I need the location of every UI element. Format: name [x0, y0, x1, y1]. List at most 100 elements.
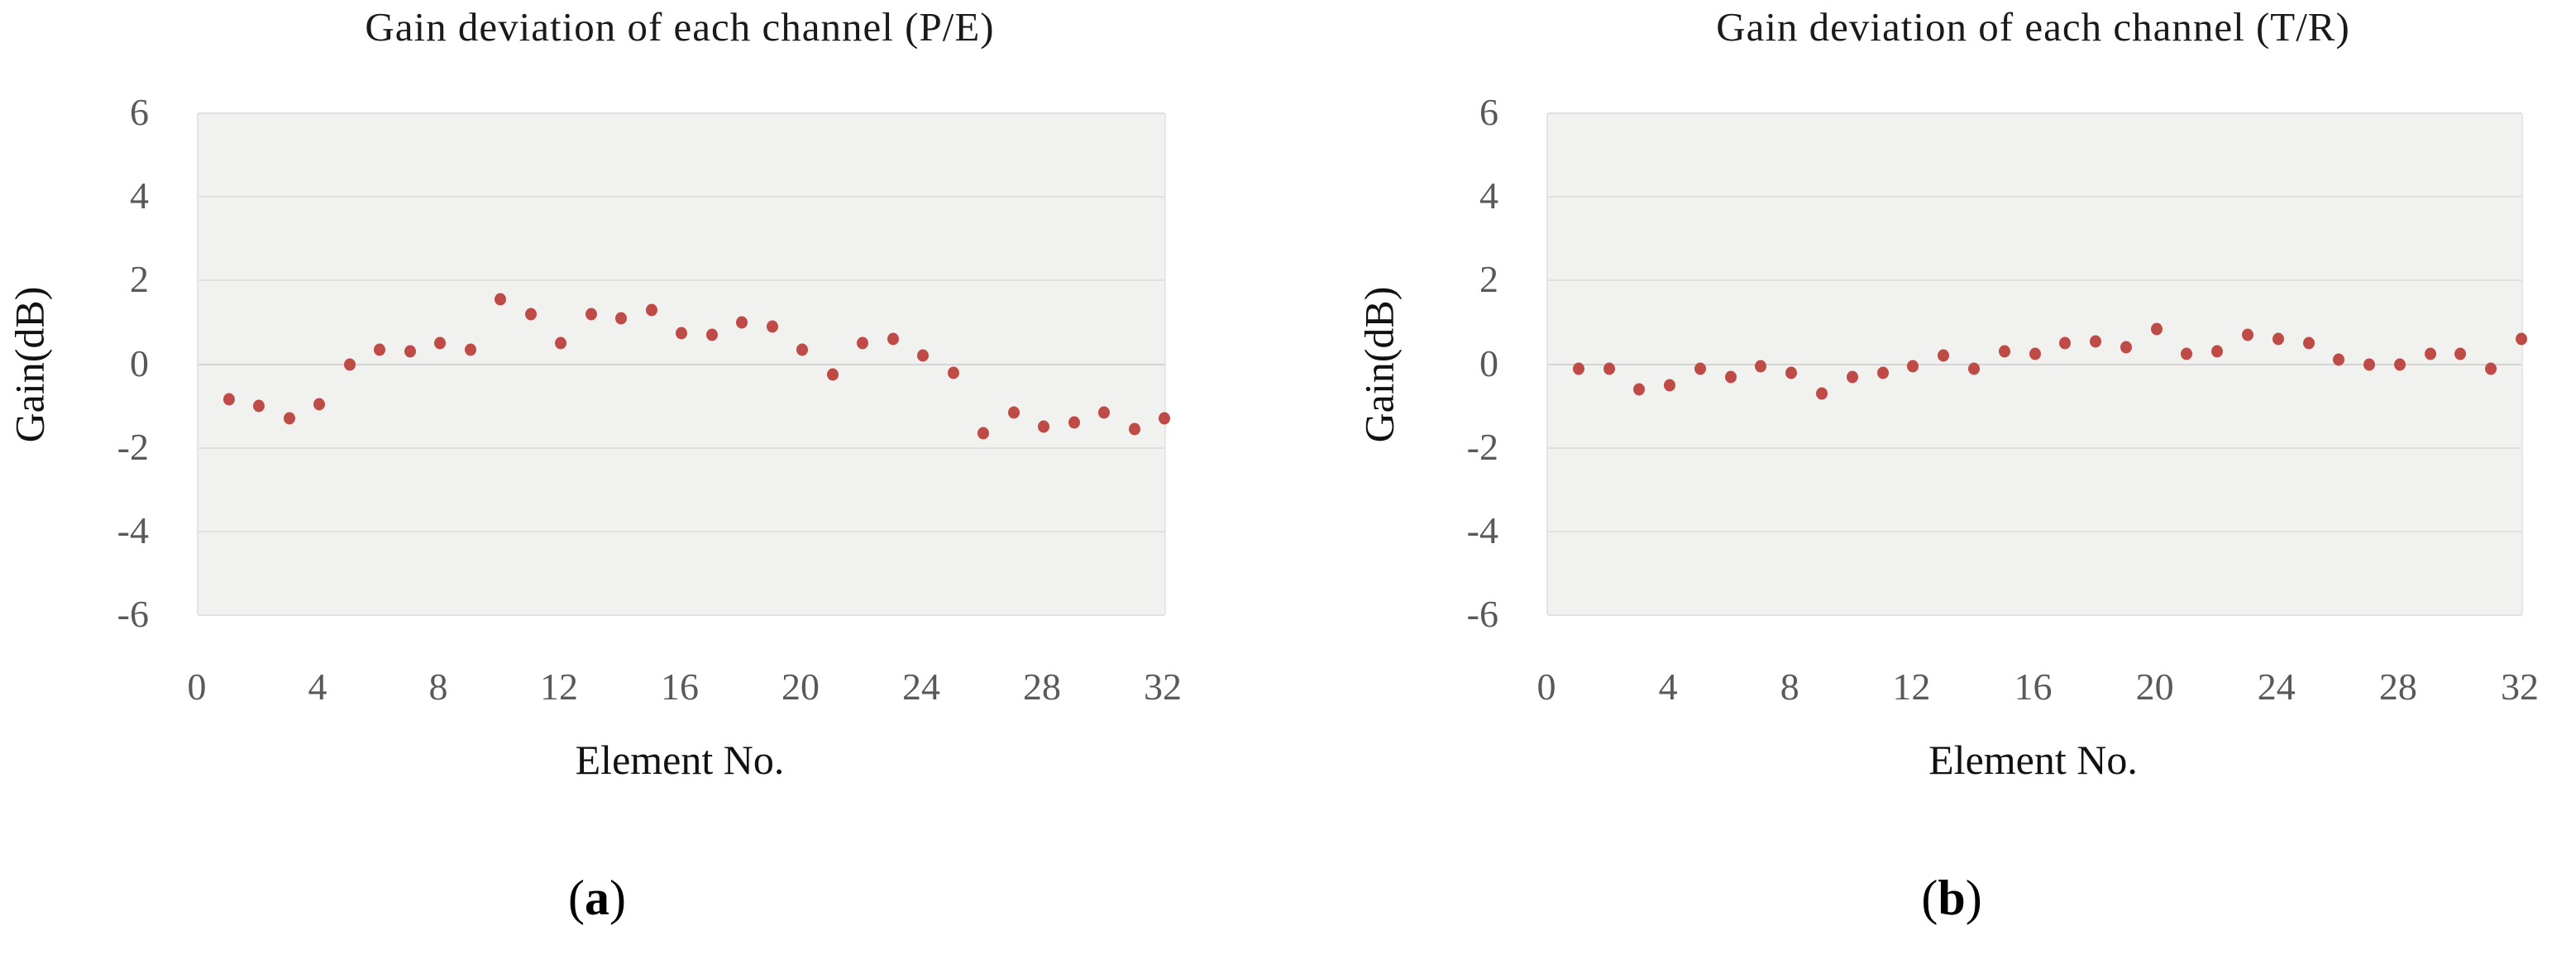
gridline [198, 196, 1164, 198]
y-axis-title-box-pe: Gain(dB) [0, 113, 58, 615]
data-point [2150, 322, 2163, 335]
x-tick-label: 16 [661, 666, 699, 708]
data-point [524, 308, 537, 321]
data-point [676, 327, 687, 340]
gridline [198, 279, 1164, 282]
data-point [555, 336, 566, 350]
x-tick-label: 0 [1537, 666, 1556, 708]
data-point [917, 349, 929, 362]
x-axis-title-tr: Element No. [1928, 737, 2138, 783]
data-point [1967, 362, 1980, 375]
y-tick-label: -4 [1466, 508, 1498, 551]
data-point [947, 366, 959, 379]
data-point [2211, 345, 2224, 358]
data-point [796, 343, 808, 356]
gridline [1548, 446, 2521, 449]
y-axis-title: Gain(dB) [6, 286, 52, 442]
gridline [1548, 614, 2521, 616]
data-point [2516, 332, 2527, 346]
caption-close-paren: ) [1965, 871, 1982, 925]
x-tick-label: 20 [781, 666, 820, 708]
data-point [2181, 347, 2193, 360]
data-point [1724, 370, 1737, 384]
y-tick-label: 6 [1479, 91, 1498, 134]
data-point [1098, 406, 1110, 419]
y-tick-label: 2 [130, 258, 149, 301]
y-tick-label: -6 [117, 593, 149, 636]
data-point [2120, 341, 2132, 354]
x-tick-label: 12 [1892, 666, 1931, 708]
plot-area-pe [197, 112, 1170, 616]
data-point [1755, 360, 1767, 373]
data-point [1846, 370, 1858, 384]
x-tick-labels-pe: 0 4 8 12 16 20 24 28 32 [188, 666, 1183, 714]
data-point [2090, 335, 2102, 348]
y-tick-label: -6 [1466, 593, 1498, 636]
data-point [374, 343, 385, 356]
panel-caption-a: (a) [266, 870, 928, 944]
y-axis-title-box-tr: Gain(dB) [1350, 113, 1407, 615]
data-point [313, 398, 325, 411]
data-point [977, 427, 989, 440]
data-point [464, 343, 476, 356]
x-tick-labels-tr: 0 4 8 12 16 20 24 28 32 [1537, 666, 2540, 714]
data-point [1816, 387, 1828, 400]
y-axis-title: Gain(dB) [1355, 286, 1402, 442]
data-point [1159, 412, 1170, 425]
x-tick-label: 0 [187, 666, 207, 708]
gridline [1548, 530, 2521, 532]
x-tick-label: 24 [902, 666, 940, 708]
gridline [198, 530, 1164, 532]
data-point [2059, 336, 2072, 350]
data-point [404, 345, 416, 358]
data-point [2424, 347, 2436, 360]
x-tick-label: 20 [2135, 666, 2174, 708]
data-point [222, 393, 235, 406]
data-point [283, 412, 295, 425]
x-tick-label: 28 [2378, 666, 2417, 708]
data-point [2029, 347, 2041, 360]
y-tick-label: -2 [117, 425, 149, 468]
caption-open-paren: ( [1921, 871, 1938, 925]
data-point [585, 308, 597, 321]
gridline [1548, 112, 2521, 114]
caption-letter: a [585, 871, 609, 925]
x-tick-label: 32 [2501, 666, 2539, 708]
plot-area-tr [1546, 112, 2527, 616]
data-point [495, 293, 506, 306]
gridline [1548, 279, 2521, 282]
x-tick-label: 12 [540, 666, 578, 708]
data-point [1633, 383, 1646, 396]
data-point [2485, 362, 2497, 375]
data-point [2363, 358, 2376, 370]
data-point [343, 358, 356, 370]
x-tick-label: 28 [1023, 666, 1061, 708]
data-point [434, 336, 446, 350]
data-point [2302, 336, 2315, 350]
data-point [705, 328, 718, 341]
x-tick-label: 4 [308, 666, 327, 708]
y-tick-label: -2 [1466, 425, 1498, 468]
x-tick-label: 4 [1658, 666, 1678, 708]
y-tick-label: 4 [130, 174, 149, 217]
data-point [2333, 353, 2345, 366]
data-point [1664, 379, 1676, 392]
data-point [1128, 422, 1140, 436]
data-point [253, 399, 265, 413]
data-point [1038, 420, 1049, 433]
data-point [1007, 406, 1020, 419]
y-tick-label: 0 [1479, 341, 1498, 384]
y-tick-label: 6 [130, 91, 149, 134]
y-tick-labels-tr: 6 4 2 0 -2 -4 -6 [1407, 93, 1498, 633]
data-point [1785, 366, 1798, 379]
caption-open-paren: ( [568, 871, 585, 925]
data-point [645, 303, 657, 317]
data-point [857, 336, 868, 350]
chart-title-tr: Gain deviation of each channel (T/R) [1716, 4, 2350, 50]
data-point [1907, 360, 1919, 373]
gridline [1548, 196, 2521, 198]
y-tick-label: -4 [117, 508, 149, 551]
gridline [198, 446, 1164, 449]
data-point [2454, 347, 2467, 360]
